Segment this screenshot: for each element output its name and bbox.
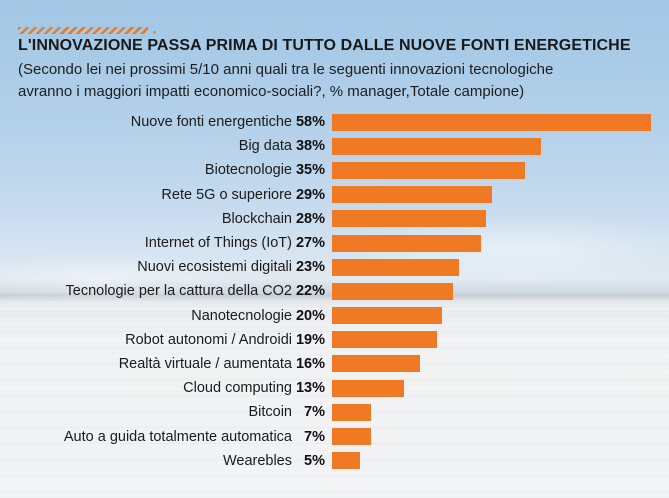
chart-row: Tecnologie per la cattura della CO2 22% (18, 279, 651, 303)
bar (332, 379, 404, 397)
bar (332, 137, 541, 155)
value-label: 5% (304, 452, 325, 469)
bar (332, 186, 492, 204)
page-title: L'INNOVAZIONE PASSA PRIMA DI TUTTO DALLE… (18, 37, 631, 54)
chart-row: Nanotecnologie 20% (18, 304, 651, 328)
bar (332, 234, 481, 252)
value-label: 19% (295, 331, 325, 348)
chart-row: Nuovi ecosistemi digitali 23% (18, 255, 651, 279)
value-label: 20% (295, 307, 325, 324)
category-label: Realtà virtuale / aumentata (118, 355, 292, 372)
category-label: Big data (238, 138, 292, 155)
bar (332, 161, 525, 179)
category-label: Nuove fonti energentiche (130, 114, 292, 131)
category-label: Biotecnologie (204, 162, 292, 179)
bar (332, 355, 420, 373)
category-label: Auto a guida totalmente automatica (63, 428, 292, 445)
bar-chart: Nuove fonti energentiche 58% Big data 38… (18, 110, 651, 473)
category-label: Nuovi ecosistemi digitali (137, 259, 292, 276)
bar (332, 258, 459, 276)
chart-row: Robot autonomi / Androidi 19% (18, 328, 651, 352)
chart-row: Nuove fonti energentiche 58% (18, 110, 651, 134)
value-label: 35% (295, 162, 325, 179)
bar (332, 307, 442, 325)
bar (332, 113, 651, 131)
category-label: Tecnologie per la cattura della CO2 (65, 283, 293, 300)
value-label: 58% (295, 114, 325, 131)
value-label: 13% (295, 380, 325, 397)
subtitle-line-2: avranno i maggiori impatti economico-soc… (18, 82, 525, 100)
category-label: Bitcoin (248, 404, 292, 421)
chart-row: Internet of Things (IoT) 27% (18, 231, 651, 255)
subtitle-line-1: (Secondo lei nei prossimi 5/10 anni qual… (18, 61, 554, 78)
bar (332, 403, 371, 421)
value-label: 23% (295, 259, 325, 276)
value-label: 7% (304, 404, 325, 421)
category-label: Blockchain (221, 210, 292, 227)
category-label: Nanotecnologie (191, 307, 292, 324)
chart-row: Bitcoin 7% (18, 400, 651, 424)
accent-dashes-decoration (18, 27, 156, 34)
bar (332, 428, 371, 446)
value-label: 7% (304, 428, 325, 445)
chart-row: Big data 38% (18, 134, 651, 158)
category-label: Wearebles (222, 452, 292, 469)
chart-row: Realtà virtuale / aumentata 16% (18, 352, 651, 376)
bar (332, 331, 437, 349)
chart-row: Auto a guida totalmente automatica 7% (18, 424, 651, 448)
chart-row: Biotecnologie 35% (18, 158, 651, 182)
bar (332, 282, 453, 300)
bar (332, 210, 486, 228)
value-label: 27% (295, 235, 325, 252)
chart-row: Rete 5G o superiore 29% (18, 183, 651, 207)
category-label: Robot autonomi / Androidi (125, 331, 292, 348)
chart-row: Wearebles 5% (18, 449, 651, 473)
value-label: 38% (295, 138, 325, 155)
value-label: 16% (295, 355, 325, 372)
category-label: Internet of Things (IoT) (144, 235, 292, 252)
chart-row: Cloud computing 13% (18, 376, 651, 400)
page-subtitle: (Secondo lei nei prossimi 5/10 anni qual… (18, 59, 553, 102)
value-label: 28% (295, 210, 325, 227)
category-label: Rete 5G o superiore (161, 186, 292, 203)
value-label: 29% (295, 186, 325, 203)
category-label: Cloud computing (183, 380, 292, 397)
value-label: 22% (295, 283, 325, 300)
bar (332, 452, 360, 470)
chart-row: Blockchain 28% (18, 207, 651, 231)
